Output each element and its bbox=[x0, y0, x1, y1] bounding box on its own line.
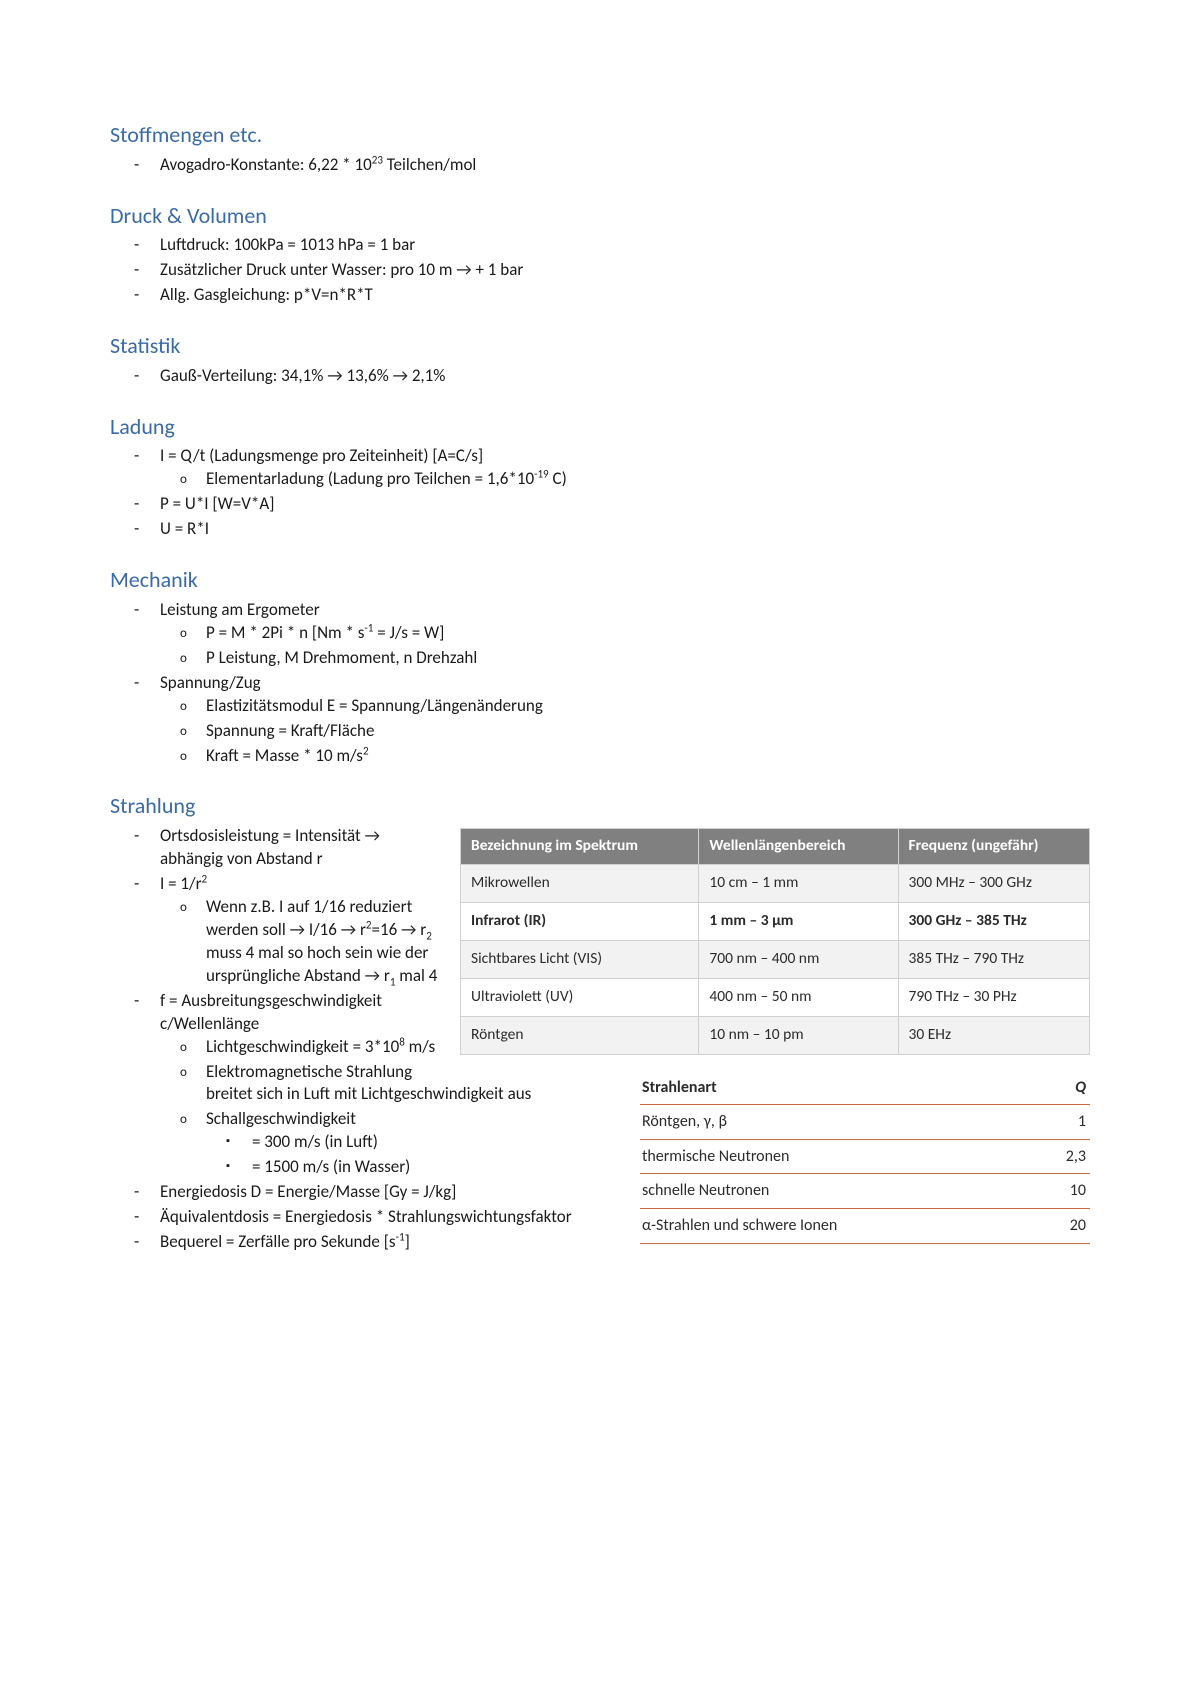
list-item: = 300 m/s (in Luft) bbox=[252, 1131, 1090, 1154]
list-item: Spannung = Kraft/Fläche bbox=[206, 720, 1090, 743]
list-stoffmengen: Avogadro-Konstante: 6,22 * 1023 Teilchen… bbox=[110, 154, 1090, 177]
table-header: Frequenz (ungefähr) bbox=[898, 829, 1090, 865]
list-item: P = M * 2Pi * n [Nm * s-1 = J/s = W] bbox=[206, 622, 1090, 645]
list-item: Wenn z.B. I auf 1/16 reduziert werden so… bbox=[206, 896, 466, 988]
list-item: P Leistung, M Drehmoment, n Drehzahl bbox=[206, 647, 1090, 670]
list-item: I = Q/t (Ladungsmenge pro Zeiteinheit) [… bbox=[160, 445, 1090, 491]
heading-ladung: Ladung bbox=[110, 412, 1090, 442]
list-item: Avogadro-Konstante: 6,22 * 1023 Teilchen… bbox=[160, 154, 1090, 177]
list-item: P = U*I [W=V*A] bbox=[160, 493, 1090, 516]
table-header: Bezeichnung im Spektrum bbox=[461, 829, 699, 865]
list-item: Äquivalentdosis = Energiedosis * Strahlu… bbox=[160, 1206, 1090, 1229]
list-item: Allg. Gasgleichung: p*V=n*R*T bbox=[160, 284, 1090, 307]
table-header: Wellenlängenbereich bbox=[699, 829, 898, 865]
list-item: Luftdruck: 100kPa = 1013 hPa = 1 bar bbox=[160, 234, 1090, 257]
heading-strahlung: Strahlung bbox=[110, 791, 1090, 821]
list-strahlung-b: f = Ausbreitungsgeschwindigkeit c/Wellen… bbox=[110, 990, 1090, 1254]
list-item: Leistung am Ergometer P = M * 2Pi * n [N… bbox=[160, 599, 1090, 670]
list-item: I = 1/r2 Wenn z.B. I auf 1/16 reduziert … bbox=[160, 873, 1090, 988]
list-item: Bequerel = Zerfälle pro Sekunde [s-1] bbox=[160, 1231, 1090, 1254]
list-item: Energiedosis D = Energie/Masse [Gy = J/k… bbox=[160, 1181, 1090, 1204]
heading-stoffmengen: Stoffmengen etc. bbox=[110, 120, 1090, 150]
list-statistik: Gauß-Verteilung: 34,1% → 13,6% → 2,1% bbox=[110, 365, 1090, 388]
list-item: Gauß-Verteilung: 34,1% → 13,6% → 2,1% bbox=[160, 365, 1090, 388]
heading-druck: Druck & Volumen bbox=[110, 201, 1090, 231]
list-item: f = Ausbreitungsgeschwindigkeit c/Wellen… bbox=[160, 990, 1090, 1180]
heading-statistik: Statistik bbox=[110, 331, 1090, 361]
list-mechanik: Leistung am Ergometer P = M * 2Pi * n [N… bbox=[110, 599, 1090, 768]
list-ladung: I = Q/t (Ladungsmenge pro Zeiteinheit) [… bbox=[110, 445, 1090, 541]
list-item: Ortsdosisleistung = Intensität → abhängi… bbox=[160, 825, 480, 871]
list-item: Elastizitätsmodul E = Spannung/Längenänd… bbox=[206, 695, 1090, 718]
list-item: = 1500 m/s (in Wasser) bbox=[252, 1156, 1090, 1179]
list-item: Zusätzlicher Druck unter Wasser: pro 10 … bbox=[160, 259, 1090, 282]
list-item: Elektromagnetische Strahlung breitet sic… bbox=[206, 1061, 606, 1107]
list-item: U = R*I bbox=[160, 518, 1090, 541]
list-item: Kraft = Masse * 10 m/s2 bbox=[206, 745, 1090, 768]
list-item: Spannung/Zug Elastizitätsmodul E = Spann… bbox=[160, 672, 1090, 768]
list-item: Elementarladung (Ladung pro Teilchen = 1… bbox=[206, 468, 1090, 491]
heading-mechanik: Mechanik bbox=[110, 565, 1090, 595]
list-item: Schallgeschwindigkeit = 300 m/s (in Luft… bbox=[206, 1108, 1090, 1179]
list-item: Lichtgeschwindigkeit = 3*108 m/s bbox=[206, 1036, 1090, 1059]
list-druck: Luftdruck: 100kPa = 1013 hPa = 1 bar Zus… bbox=[110, 234, 1090, 307]
